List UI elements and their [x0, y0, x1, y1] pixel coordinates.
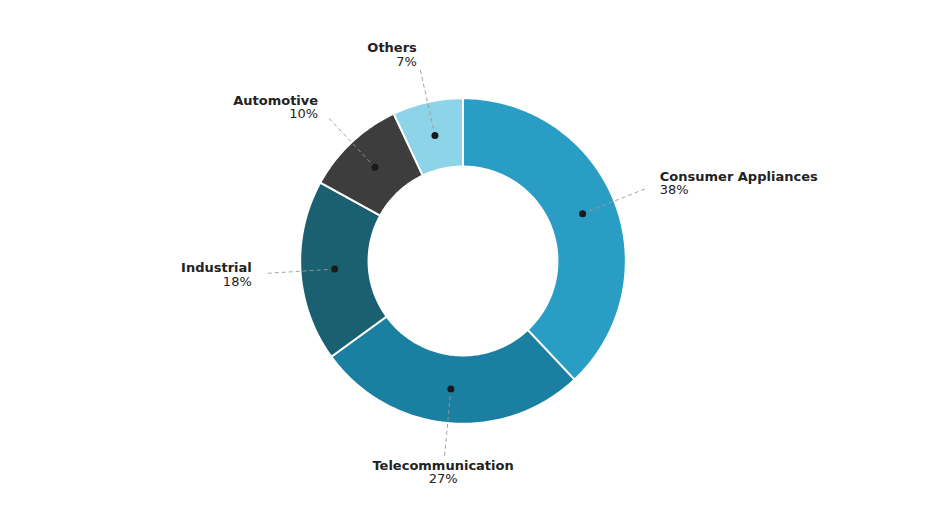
svg-text:Industrial: Industrial: [181, 260, 252, 276]
svg-text:Automotive: Automotive: [233, 92, 319, 108]
svg-text:18%: 18%: [223, 274, 252, 289]
svg-text:10%: 10%: [289, 106, 318, 121]
svg-text:7%: 7%: [396, 54, 417, 69]
svg-text:38%: 38%: [660, 182, 689, 197]
svg-text:Others: Others: [367, 40, 417, 56]
svg-text:Consumer Appliances: Consumer Appliances: [659, 169, 818, 185]
svg-text:27%: 27%: [429, 471, 458, 486]
svg-text:Telecommunication: Telecommunication: [372, 457, 514, 473]
